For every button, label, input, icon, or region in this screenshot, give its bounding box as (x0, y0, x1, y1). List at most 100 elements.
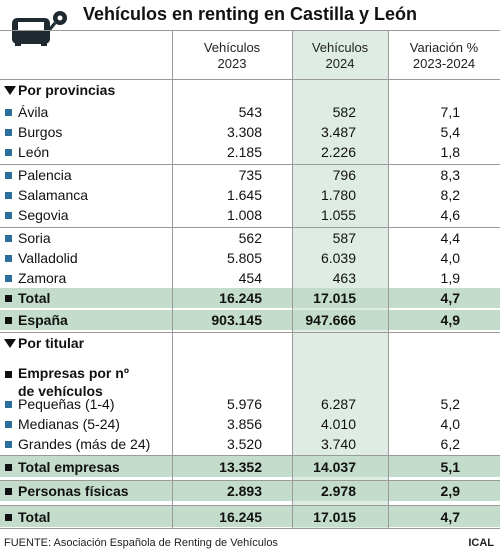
row-label: España (18, 312, 68, 328)
column-header: Variación % 2023-2024 (409, 40, 479, 71)
cell-value: 8,2 (440, 187, 460, 203)
rule (0, 30, 500, 31)
cell-value: 562 (238, 230, 262, 246)
cell-value: 454 (238, 270, 262, 286)
cell-value: 5.805 (226, 250, 262, 266)
row-label: Ávila (18, 104, 49, 120)
cell-value: 1,8 (440, 144, 460, 160)
column-rule (172, 30, 173, 528)
row-label: León (18, 144, 50, 160)
bullet (5, 149, 12, 156)
cell-value: 13.352 (219, 458, 262, 475)
row-label: Medianas (5-24) (18, 416, 120, 432)
cell-value: 3.740 (320, 436, 356, 452)
bullet (5, 275, 12, 282)
rule (0, 480, 500, 481)
cell-value: 1.055 (320, 207, 356, 223)
bullet (5, 488, 12, 495)
row-label: Grandes (más de 24) (18, 436, 151, 452)
bullet (5, 401, 12, 408)
bullet (5, 129, 12, 136)
row-label: Palencia (18, 167, 72, 183)
cell-value: 2.185 (226, 144, 262, 160)
brand: ICAL (468, 537, 494, 549)
bullet (5, 235, 12, 242)
row-label: Zamora (18, 270, 67, 286)
row-label: Pequeñas (1-4) (18, 396, 115, 412)
bullet (5, 192, 12, 199)
row-label: Burgos (18, 124, 63, 140)
cell-value: 3.487 (320, 124, 356, 140)
row-band (0, 288, 500, 308)
cell-value: 5,4 (440, 124, 460, 140)
cell-value: 16.245 (219, 508, 262, 525)
cell-value: 463 (332, 270, 356, 286)
bullet (5, 317, 12, 324)
cell-value: 4,0 (440, 250, 460, 266)
rule (0, 455, 500, 456)
bullet (5, 371, 12, 378)
row-label: Total (18, 290, 51, 306)
col2-shade (292, 30, 388, 528)
cell-value: 947.666 (305, 312, 356, 328)
bullet (5, 513, 12, 521)
rule (0, 528, 500, 529)
cell-value: 17.015 (313, 290, 356, 306)
bullet (5, 109, 12, 116)
cell-value: 4,7 (440, 290, 460, 306)
source: FUENTE: Asociación Española de Renting d… (4, 537, 278, 549)
rule (0, 505, 500, 506)
cell-value: 4,7 (440, 508, 460, 525)
cell-value: 587 (332, 230, 356, 246)
bullet (5, 441, 12, 448)
cell-value: 903.145 (211, 312, 262, 328)
row-band (0, 506, 500, 527)
bullet (5, 463, 12, 471)
row-label: Salamanca (18, 187, 89, 203)
cell-value: 4,6 (440, 207, 460, 223)
car-icon (12, 11, 67, 46)
cell-value: 5,1 (440, 458, 460, 475)
column-rule (388, 30, 389, 528)
column-rule (292, 30, 293, 528)
cell-value: 2.226 (320, 144, 356, 160)
cell-value: 1.008 (226, 207, 262, 223)
row-label: Total (18, 508, 51, 525)
cell-value: 2.893 (226, 483, 262, 499)
cell-value: 14.037 (313, 458, 356, 475)
rule (0, 79, 500, 80)
cell-value: 6,2 (440, 436, 460, 452)
cell-value: 4,4 (440, 230, 460, 246)
row-label: Segovia (18, 207, 69, 223)
cell-value: 582 (332, 104, 356, 120)
cell-value: 4,0 (440, 416, 460, 432)
bullet (5, 255, 12, 262)
title: Vehículos en renting en Castilla y León (82, 4, 418, 24)
column-header: Vehículos 2023 (203, 40, 261, 71)
row-label: Personas físicas (18, 483, 129, 499)
cell-value: 6.287 (320, 396, 356, 412)
bullet (5, 295, 12, 302)
cell-value: 5.976 (226, 396, 262, 412)
cell-value: 735 (238, 167, 262, 183)
cell-value: 4,9 (440, 312, 460, 328)
cell-value: 7,1 (440, 104, 460, 120)
cell-value: 2.978 (320, 483, 356, 499)
cell-value: 3.520 (226, 436, 262, 452)
triangle (4, 86, 16, 95)
cell-value: 2,9 (440, 483, 460, 499)
column-header: Vehículos 2024 (311, 40, 369, 71)
cell-value: 6.039 (320, 250, 356, 266)
cell-value: 17.015 (313, 508, 356, 525)
row-label: Soria (18, 230, 51, 246)
triangle (4, 339, 16, 348)
row-label: Por titular (18, 335, 85, 351)
row-band (0, 310, 500, 330)
cell-value: 1.645 (226, 187, 262, 203)
rule (0, 164, 500, 165)
cell-value: 3.308 (226, 124, 262, 140)
cell-value: 8,3 (440, 167, 460, 183)
row-label: Total empresas (18, 458, 120, 475)
cell-value: 1.780 (320, 187, 356, 203)
